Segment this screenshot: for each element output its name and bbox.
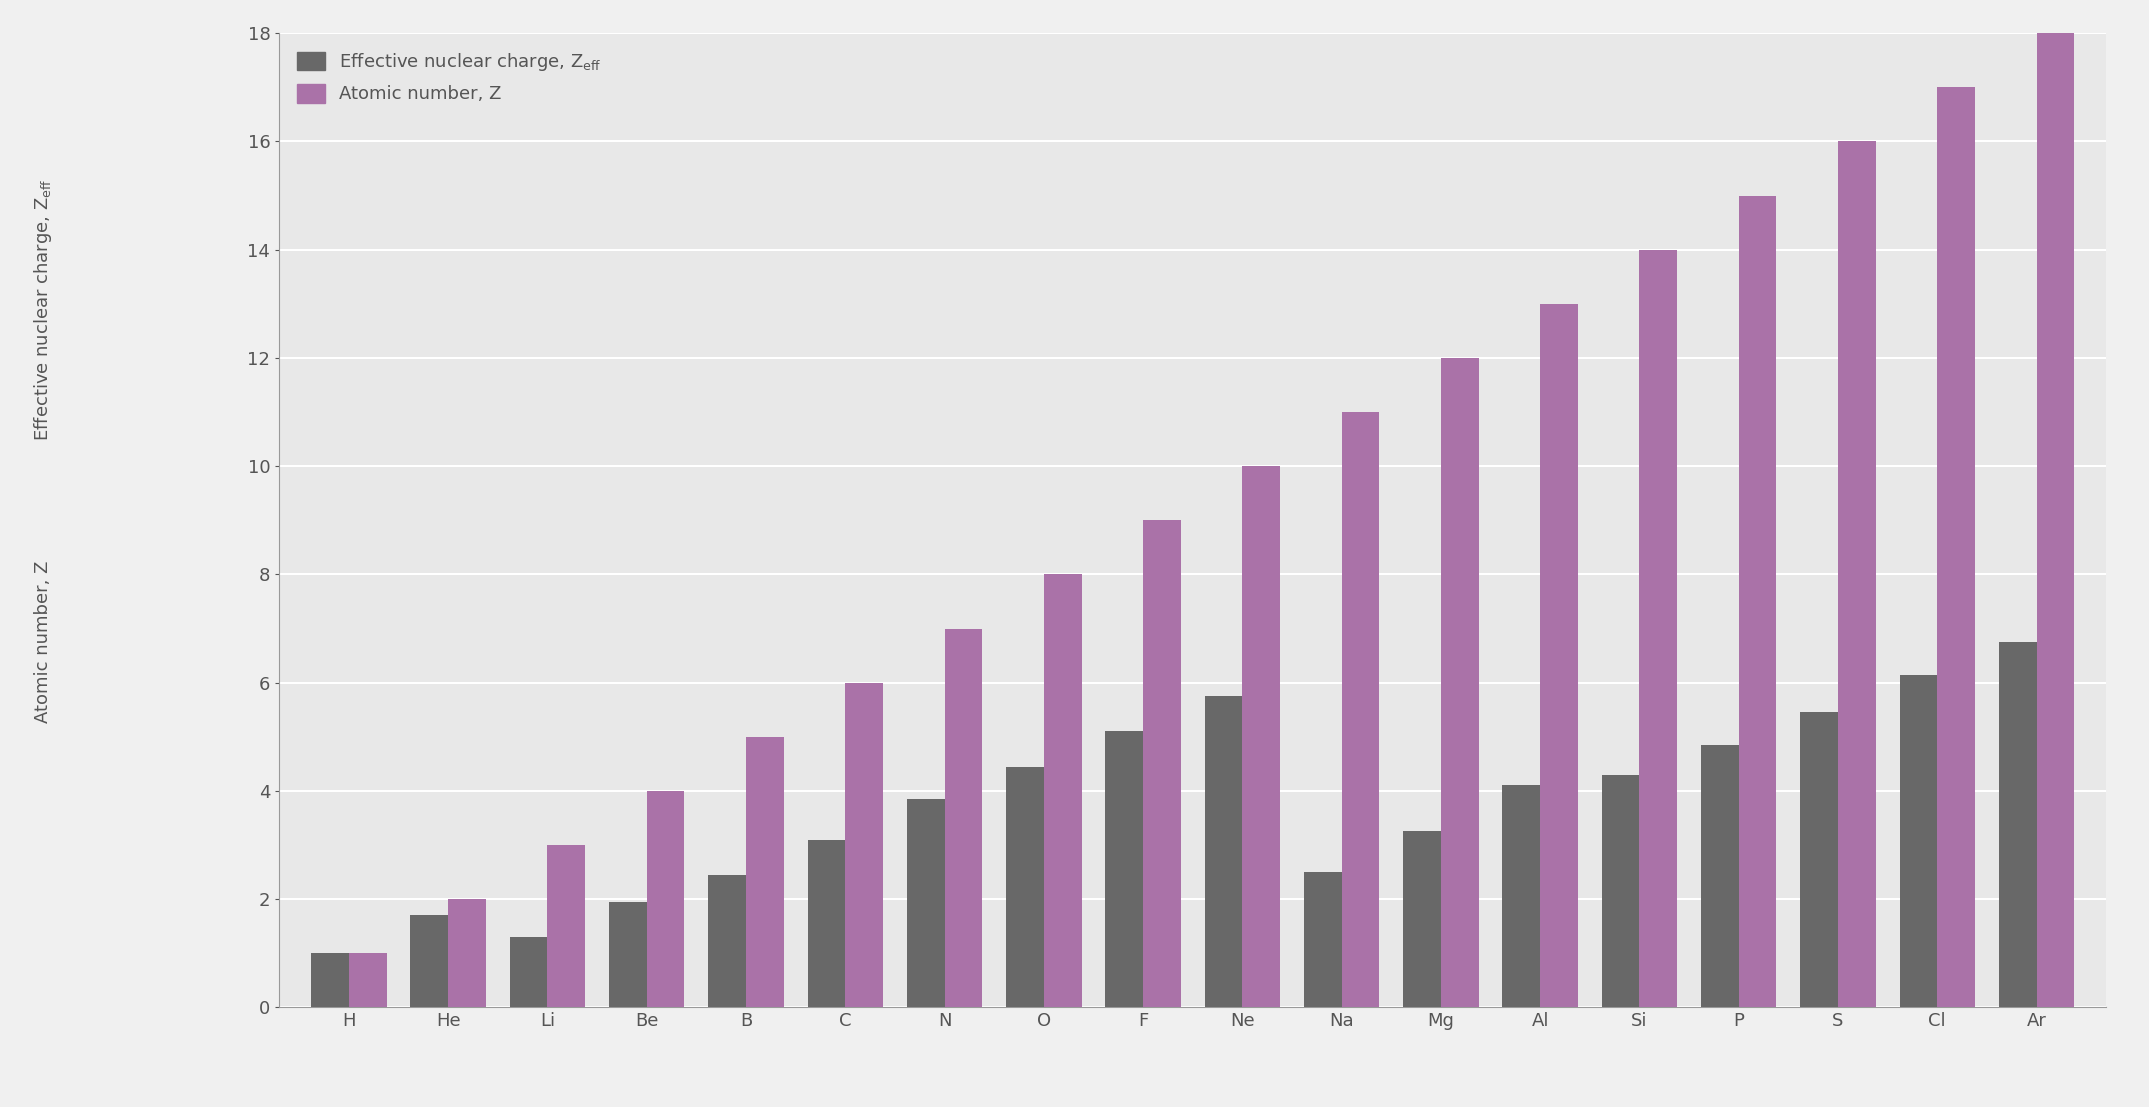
Bar xyxy=(608,902,647,1007)
Bar xyxy=(1440,358,1479,1007)
Bar xyxy=(1044,575,1081,1007)
Bar xyxy=(548,845,585,1007)
Text: Effective nuclear charge, Z$_{\mathrm{eff}}$: Effective nuclear charge, Z$_{\mathrm{ef… xyxy=(32,178,54,442)
Bar xyxy=(808,839,845,1007)
Bar xyxy=(845,683,883,1007)
Bar xyxy=(1242,466,1281,1007)
Bar xyxy=(1601,775,1640,1007)
Bar xyxy=(1403,831,1440,1007)
Bar xyxy=(647,790,683,1007)
Bar xyxy=(1006,766,1044,1007)
Bar xyxy=(1999,642,2037,1007)
Bar xyxy=(312,953,348,1007)
Bar xyxy=(1341,412,1380,1007)
Bar xyxy=(946,629,982,1007)
Bar xyxy=(1143,520,1180,1007)
Bar xyxy=(1105,732,1143,1007)
Bar xyxy=(907,799,946,1007)
Bar xyxy=(1702,745,1739,1007)
Bar xyxy=(709,875,746,1007)
Bar xyxy=(1640,250,1676,1007)
Bar xyxy=(1801,713,1837,1007)
Bar xyxy=(410,915,449,1007)
Bar xyxy=(1837,142,1876,1007)
Bar xyxy=(348,953,387,1007)
Bar xyxy=(509,937,548,1007)
Legend: Effective nuclear charge, Z$_{\mathrm{eff}}$, Atomic number, Z: Effective nuclear charge, Z$_{\mathrm{ef… xyxy=(288,42,610,113)
Bar xyxy=(2037,33,2074,1007)
Bar xyxy=(746,737,784,1007)
Bar xyxy=(1304,872,1341,1007)
Bar xyxy=(1936,87,1975,1007)
Bar xyxy=(449,899,486,1007)
Bar xyxy=(1900,674,1936,1007)
Bar xyxy=(1541,303,1577,1007)
Bar xyxy=(1739,196,1777,1007)
Bar xyxy=(1206,696,1242,1007)
Bar xyxy=(1502,786,1541,1007)
Text: Atomic number, Z: Atomic number, Z xyxy=(34,561,52,723)
